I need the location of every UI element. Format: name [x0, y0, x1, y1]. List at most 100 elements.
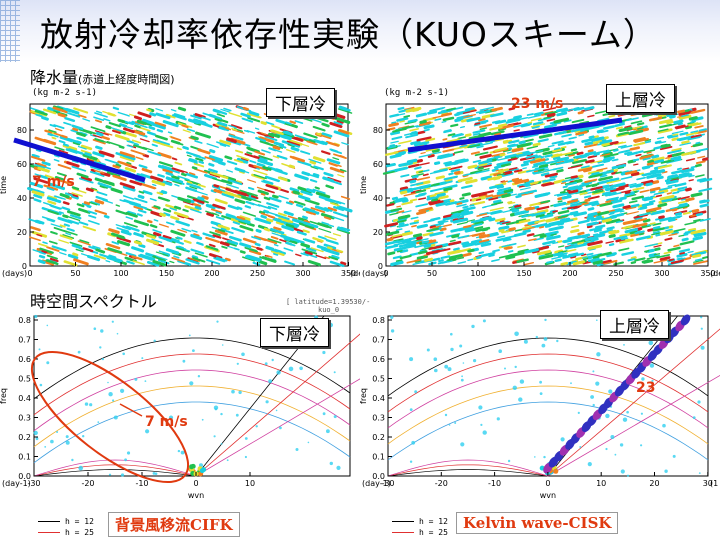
precip-blob [532, 165, 539, 169]
precip-blob [699, 177, 713, 183]
precip-blob [556, 240, 563, 244]
precip-blob [246, 146, 253, 151]
precip-blob [406, 258, 422, 264]
precip-blob [614, 122, 625, 128]
spectral-power-dot [180, 450, 185, 455]
precip-blob [630, 256, 637, 260]
precip-blob [489, 184, 504, 190]
precip-blob [473, 124, 481, 127]
precip-blob [511, 147, 524, 153]
precip-blob [217, 228, 226, 233]
precip-blob [603, 150, 612, 155]
precip-blob [665, 112, 676, 117]
precip-blob [88, 220, 100, 225]
precip-blob [624, 191, 635, 197]
precip-blob [184, 178, 199, 185]
precip-blob [508, 251, 525, 258]
spectral-power-dot [543, 455, 546, 459]
precip-blob [112, 129, 121, 134]
precip-blob [587, 195, 600, 200]
precip-blob [51, 136, 57, 140]
precip-blob [186, 154, 192, 158]
precip-blob [106, 256, 122, 264]
x-tick-label: 0 [27, 269, 32, 278]
precip-blob [479, 239, 490, 243]
precip-blob [581, 165, 590, 169]
precip-blob [391, 121, 397, 125]
precip-blob [90, 200, 101, 206]
precip-blob [95, 195, 108, 202]
precip-blob [500, 163, 512, 168]
precip-blob [556, 111, 568, 117]
precip-blob [280, 135, 287, 139]
precip-blob [562, 185, 568, 189]
y-tick-label: 0.5 [18, 375, 31, 384]
precip-blob [90, 187, 98, 191]
precip-blob [194, 205, 202, 210]
precip-blob [428, 199, 441, 205]
precip-blob [678, 202, 688, 208]
precip-blob [404, 230, 411, 234]
precip-blob [567, 164, 582, 170]
precip-blob [525, 154, 538, 159]
precip-blob [508, 139, 520, 144]
precip-blob [270, 227, 285, 235]
precip-blob [398, 140, 412, 145]
precip-blob [271, 232, 283, 237]
precip-blob [692, 253, 702, 259]
precip-blob [663, 251, 672, 255]
precip-blob [515, 194, 522, 199]
precip-blob [155, 108, 164, 112]
precip-blob [415, 203, 428, 208]
spectral-power-dot [570, 382, 572, 385]
precip-blob [264, 135, 278, 142]
precip-blob [53, 195, 63, 200]
precip-blob [443, 175, 458, 181]
precip-blob [577, 106, 585, 111]
precip-blob [528, 238, 537, 242]
spectral-power-dot [700, 327, 703, 330]
precip-blob [518, 185, 524, 188]
precip-blob [155, 251, 169, 257]
precip-blob [62, 201, 70, 206]
precip-blob [564, 151, 579, 157]
precip-blob [526, 233, 535, 237]
spec-left-callout: 下層冷 [260, 318, 329, 347]
precip-blob [682, 206, 688, 210]
precip-blob [569, 210, 579, 216]
precip-blob [540, 200, 551, 204]
precip-blob [328, 255, 339, 261]
precip-blob [390, 234, 403, 240]
precip-blob [481, 121, 487, 125]
precip-blob [587, 207, 595, 211]
precip-blob [47, 209, 59, 215]
precip-blob [591, 190, 605, 196]
spectral-power-dot [444, 413, 448, 417]
precip-blob [386, 203, 395, 207]
precip-blob [554, 249, 564, 254]
spectral-power-dot [523, 339, 528, 344]
precip-blob [304, 252, 318, 258]
precip-blob [605, 187, 617, 192]
precip-blob [477, 118, 486, 122]
precip-blob [657, 202, 668, 208]
precip-blob [273, 243, 279, 247]
precip-blob [223, 107, 232, 112]
precip-blob [476, 213, 488, 217]
precip-blob [543, 115, 555, 119]
spectral-power-dot [519, 379, 525, 384]
precip-blob [300, 252, 309, 257]
precip-blob [228, 133, 236, 137]
precip-blob [462, 242, 477, 248]
precip-blob [331, 112, 346, 119]
precip-blob [561, 133, 572, 138]
precip-blob [81, 202, 92, 208]
precip-blob [234, 167, 246, 173]
precip-blob [456, 109, 471, 116]
precip-blob [300, 190, 313, 196]
precip-blob [176, 236, 183, 240]
precip-blob [453, 150, 464, 154]
precip-blob [571, 225, 580, 229]
spectral-power-dot [587, 462, 592, 467]
spectral-power-dot [275, 409, 278, 412]
